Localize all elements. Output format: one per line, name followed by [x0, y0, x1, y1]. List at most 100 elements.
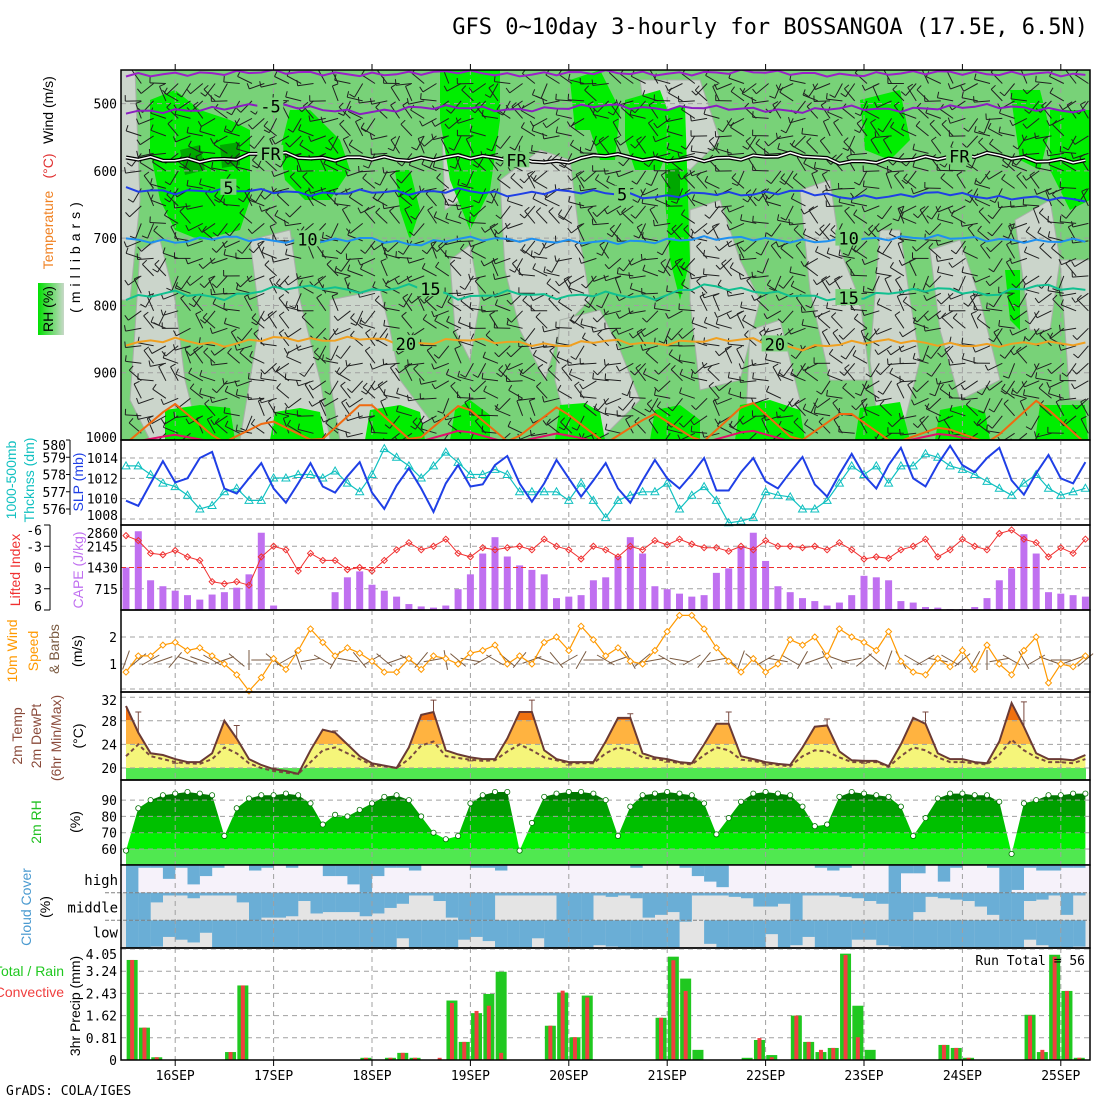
rh-marker	[307, 800, 314, 807]
upper-wind-barb-flag	[874, 101, 878, 108]
upper-wind-barb-flag	[628, 259, 632, 266]
upper-wind-barb-flag	[879, 400, 885, 406]
upper-wind-barb	[422, 318, 437, 329]
upper-wind-barb-flag	[210, 359, 212, 366]
upper-wind-barb-flag	[406, 257, 410, 264]
upper-wind-barb	[404, 366, 413, 382]
upper-wind-barb-flag	[343, 135, 349, 140]
precip-total-bar	[692, 1049, 704, 1060]
upper-wind-barb	[472, 83, 486, 94]
upper-wind-barb	[201, 222, 216, 233]
li-marker	[1081, 535, 1090, 543]
upper-wind-barb	[626, 380, 634, 396]
upper-wind-barb-flag	[680, 209, 686, 215]
upper-wind-barb	[1041, 275, 1052, 289]
upper-wind-barb-flag	[469, 302, 472, 309]
upper-wind-barb	[310, 117, 326, 122]
cape-bar	[1032, 553, 1040, 610]
upper-wind-barb	[580, 152, 597, 154]
upper-wind-barb	[417, 138, 425, 154]
upper-wind-barb	[853, 187, 868, 199]
upper-wind-barb-flag	[901, 123, 905, 130]
upper-wind-barb-flag	[741, 87, 746, 94]
upper-wind-barb	[421, 163, 437, 172]
upper-wind-barb	[816, 397, 831, 409]
upper-wind-barb-flag	[276, 383, 281, 389]
upper-wind-barb	[599, 244, 610, 259]
thickness-marker	[969, 469, 980, 478]
upper-wind-barb-flag	[742, 145, 748, 150]
upper-wind-barb-flag	[227, 347, 232, 354]
upper-wind-barb	[638, 223, 647, 239]
upper-wind-barb	[621, 212, 634, 224]
upper-wind-barb	[494, 292, 511, 298]
upper-wind-barb-flag	[714, 83, 718, 90]
upper-wind-barb	[647, 122, 659, 137]
li-marker	[983, 546, 991, 554]
upper-wind-barb-flag	[441, 136, 447, 140]
upper-wind-barb	[340, 345, 351, 359]
upper-wind-barb-flag	[302, 172, 308, 177]
upper-wind-barb-flag	[450, 381, 456, 387]
upper-wind-barb-flag	[1047, 368, 1052, 374]
upper-wind-barb	[349, 397, 363, 408]
upper-wind-barb	[434, 320, 450, 329]
upper-wind-barb	[806, 106, 819, 119]
upper-wind-barb	[535, 316, 548, 329]
upper-wind-barb-flag	[653, 302, 656, 309]
upper-wind-barb-flag	[555, 126, 558, 133]
wind-speed-marker	[700, 625, 708, 633]
upper-wind-barb	[1081, 191, 1089, 207]
upper-wind-barb	[691, 275, 708, 280]
upper-wind-barb	[323, 415, 339, 423]
upper-wind-barb-flag	[313, 347, 319, 353]
rh-marker	[430, 829, 437, 836]
upper-wind-barb	[239, 212, 253, 224]
upper-wind-barb-flag	[690, 145, 693, 152]
upper-wind-barb	[989, 380, 1003, 391]
upper-wind-barb	[139, 135, 154, 146]
upper-wind-barb	[298, 345, 314, 351]
cloud-cell	[987, 865, 1000, 868]
upper-wind-barb-flag	[506, 299, 512, 305]
upper-wind-barb	[342, 138, 351, 154]
upper-wind-barb	[901, 345, 917, 353]
wind-speed-marker	[1020, 646, 1028, 655]
upper-wind-barb-flag	[893, 101, 900, 106]
upper-wind-barb	[1051, 247, 1065, 259]
upper-wind-barb	[774, 275, 782, 291]
upper-wind-barb	[601, 293, 610, 309]
upper-wind-barb	[926, 408, 942, 417]
upper-wind-barb	[158, 310, 167, 326]
upper-wind-barb-flag	[831, 312, 837, 318]
upper-wind-barb	[556, 114, 572, 119]
upper-wind-barb	[457, 184, 474, 189]
upper-wind-barb-flag	[593, 405, 599, 411]
wind-barb	[756, 654, 775, 666]
thickness-marker	[563, 495, 574, 504]
upper-wind-barb-flag	[362, 165, 369, 169]
precip-tick-label: 2.43	[86, 987, 117, 1002]
upper-wind-barb-flag	[738, 363, 742, 370]
upper-wind-barb	[881, 205, 893, 220]
upper-wind-barb-flag	[529, 417, 534, 424]
upper-wind-barb-flag	[486, 200, 493, 204]
upper-wind-barb	[381, 243, 388, 259]
upper-wind-barb-flag	[380, 258, 387, 262]
upper-wind-barb-flag	[468, 87, 474, 93]
upper-wind-barb-flag	[978, 130, 985, 134]
upper-wind-barb-flag	[173, 201, 176, 209]
cape-bar	[442, 605, 450, 610]
slp-tick-label: 1012	[87, 472, 118, 487]
upper-wind-barb-flag	[129, 235, 136, 239]
upper-wind-barb-flag	[694, 85, 700, 91]
upper-wind-barb-flag	[484, 94, 491, 98]
upper-wind-barb	[502, 100, 511, 116]
upper-wind-barb-flag	[401, 311, 407, 317]
upper-wind-barb	[793, 135, 806, 148]
upper-wind-barb	[993, 328, 1003, 342]
upper-wind-barb-flag	[861, 258, 865, 265]
upper-wind-barb	[383, 394, 400, 399]
upper-wind-barb-flag	[455, 203, 459, 210]
upper-wind-barb	[438, 345, 450, 359]
